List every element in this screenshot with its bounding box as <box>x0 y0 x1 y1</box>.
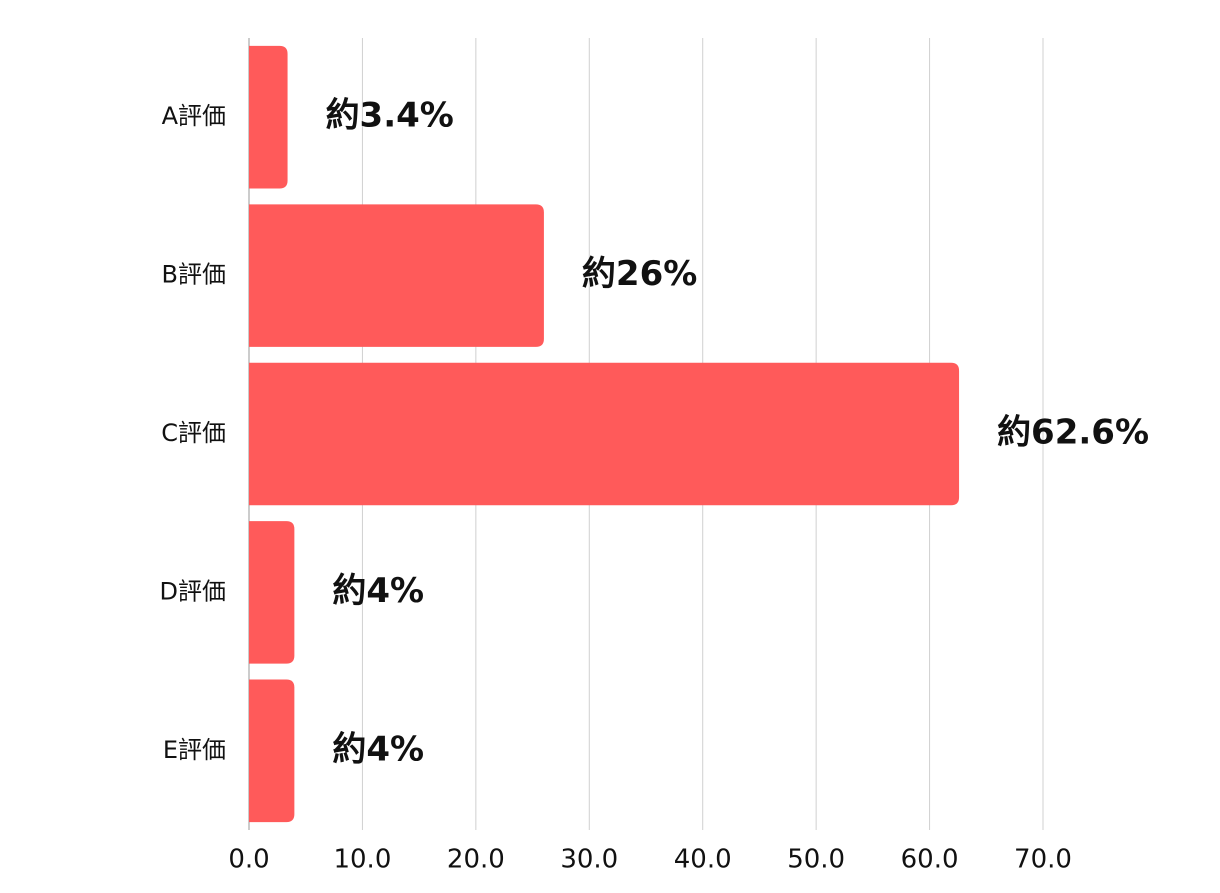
bar <box>249 45 288 189</box>
bar <box>249 679 295 823</box>
x-tick-label: 10.0 <box>333 845 391 875</box>
x-tick-label: 20.0 <box>447 845 505 875</box>
x-tick-label: 30.0 <box>560 845 618 875</box>
data-label: 約26% <box>582 254 697 294</box>
y-tick-label: E評価 <box>163 736 226 764</box>
x-tick-label: 60.0 <box>901 845 959 875</box>
x-tick-label: 70.0 <box>1014 845 1072 875</box>
data-label: 約3.4% <box>326 96 454 136</box>
x-tick-label: 40.0 <box>674 845 732 875</box>
y-tick-label: A評価 <box>162 102 226 130</box>
data-label: 約4% <box>332 571 424 611</box>
x-tick-label: 50.0 <box>787 845 845 875</box>
bar <box>249 362 960 506</box>
bar <box>249 521 295 664</box>
y-tick-label: C評価 <box>161 419 226 447</box>
y-tick-label: D評価 <box>160 577 226 605</box>
data-label: 約4% <box>332 729 424 769</box>
bar <box>249 204 544 347</box>
x-tick-label: 0.0 <box>228 845 269 875</box>
y-tick-label: B評価 <box>162 261 226 289</box>
data-label: 約62.6% <box>997 413 1149 453</box>
